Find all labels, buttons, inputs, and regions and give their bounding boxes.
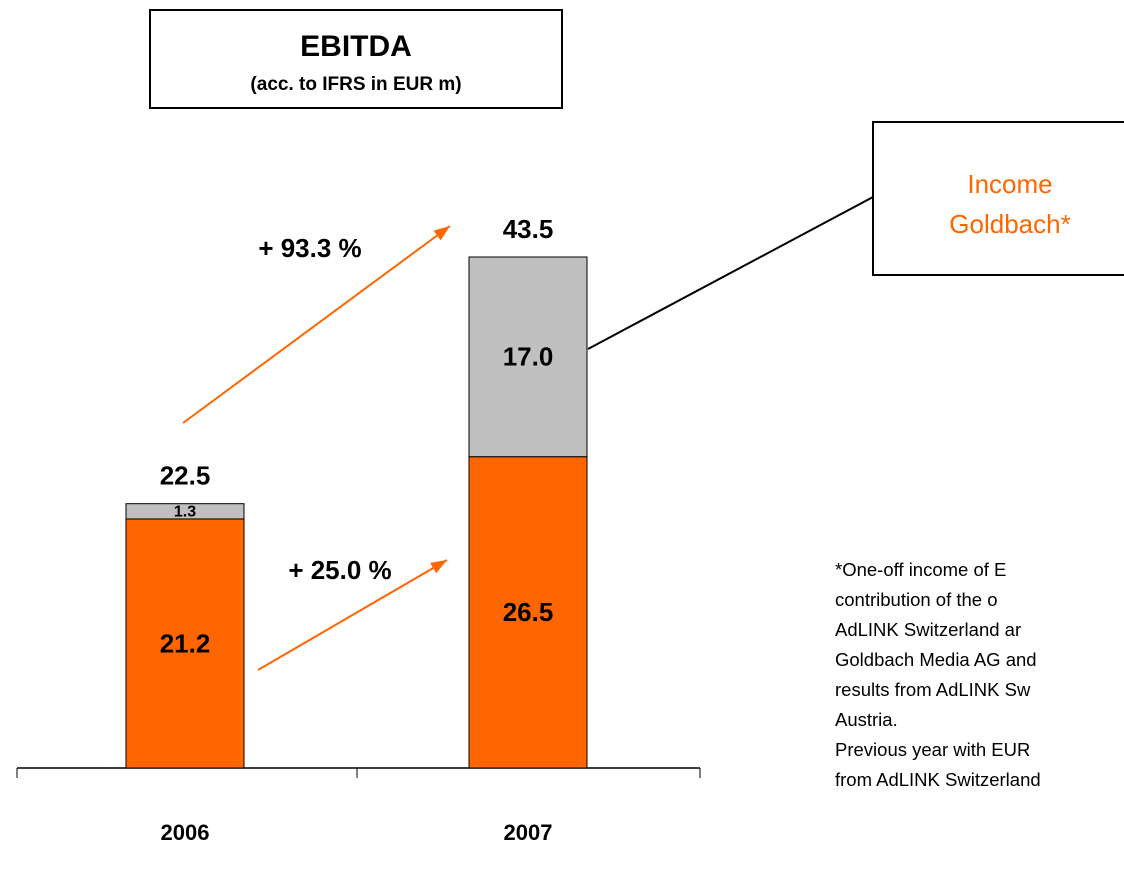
callout-text: Income	[967, 169, 1052, 199]
chart-title: EBITDA	[300, 30, 412, 63]
footnote-line: Austria.	[835, 709, 898, 730]
growth-label: + 93.3 %	[258, 233, 361, 263]
bar-segment	[125, 518, 245, 769]
value-label: 26.5	[503, 597, 554, 627]
total-label: 22.5	[160, 461, 211, 491]
total-label: 43.5	[503, 214, 554, 244]
title-box	[149, 9, 563, 109]
callout-box	[872, 121, 1124, 276]
bar-segment	[125, 503, 245, 520]
bar-segment	[468, 456, 588, 769]
growth-arrow	[182, 225, 451, 424]
footnote-line: AdLINK Switzerland ar	[835, 619, 1021, 640]
footnote-line: from AdLINK Switzerland	[835, 769, 1041, 790]
arrow-head	[430, 560, 447, 574]
growth-label: + 25.0 %	[288, 555, 391, 585]
arrow-head	[433, 226, 450, 241]
footnote-line: Previous year with EUR	[835, 739, 1030, 760]
footnote-line: results from AdLINK Sw	[835, 679, 1031, 700]
chart-subtitle: (acc. to IFRS in EUR m)	[250, 74, 461, 95]
x-tick-label: 2007	[504, 820, 553, 845]
value-label: 17.0	[503, 342, 554, 372]
value-label: 1.3	[174, 504, 196, 521]
callout-line	[587, 196, 874, 350]
footnote-line: contribution of the o	[835, 589, 998, 610]
callout-text: Goldbach*	[949, 209, 1070, 239]
bar-segment	[468, 256, 588, 458]
footnote-line: *One-off income of E	[835, 559, 1006, 580]
growth-arrow	[257, 559, 448, 671]
x-tick-label: 2006	[161, 820, 210, 845]
footnote-line: Goldbach Media AG and	[835, 649, 1037, 670]
value-label: 21.2	[160, 628, 211, 658]
